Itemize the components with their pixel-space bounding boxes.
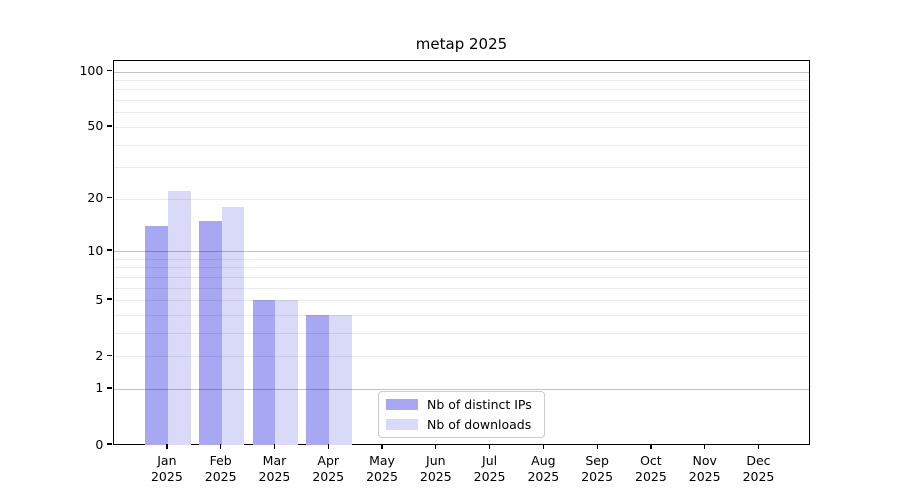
x-tick-oct — [650, 444, 652, 449]
chart-title: metap 2025 — [415, 35, 508, 53]
x-tick-feb — [220, 444, 222, 449]
bar-nb-of-downloads-apr — [329, 314, 353, 445]
x-tick-label-apr: Apr 2025 — [312, 453, 345, 484]
y-tick-label-5: 5 — [95, 291, 104, 307]
bar-nb-of-distinct-ips-feb — [198, 220, 222, 445]
y-tick-label-2: 2 — [95, 347, 104, 363]
y-tick-label-20: 20 — [87, 190, 104, 206]
y-tick-100 — [107, 70, 113, 72]
plot-area — [113, 60, 810, 445]
x-tick-jan — [166, 444, 168, 449]
y-tick-label-1: 1 — [95, 380, 104, 396]
y-tick-label-0: 0 — [95, 436, 104, 452]
y-tick-20 — [107, 197, 113, 199]
legend: Nb of distinct IPs Nb of downloads — [378, 391, 545, 438]
x-tick-label-dec: Dec 2025 — [742, 453, 775, 484]
minor-gridline-40 — [114, 144, 809, 146]
x-tick-sep — [596, 444, 598, 449]
y-tick-1 — [107, 387, 113, 389]
x-tick-label-may: May 2025 — [366, 453, 398, 484]
major-gridline-1 — [114, 388, 809, 390]
y-tick-0 — [107, 443, 113, 445]
legend-item-downloads: Nb of downloads — [386, 417, 536, 432]
minor-gridline-8 — [114, 267, 809, 269]
legend-swatch-downloads — [386, 419, 418, 430]
grid-layer — [114, 61, 809, 444]
bar-nb-of-downloads-feb — [221, 206, 245, 445]
x-tick-label-nov: Nov 2025 — [688, 453, 721, 484]
major-gridline-100 — [114, 71, 809, 73]
x-tick-mar — [273, 444, 276, 449]
legend-label-downloads: Nb of downloads — [427, 417, 532, 432]
legend-item-distinct-ips: Nb of distinct IPs — [386, 397, 536, 412]
y-tick-2 — [107, 354, 113, 356]
x-tick-label-sep: Sep 2025 — [581, 453, 614, 484]
minor-gridline-50 — [114, 126, 809, 128]
y-tick-50 — [107, 125, 113, 127]
x-tick-jun — [435, 444, 437, 449]
y-tick-10 — [107, 249, 113, 251]
x-tick-label-mar: Mar 2025 — [258, 453, 291, 484]
x-tick-label-oct: Oct 2025 — [635, 453, 667, 484]
x-tick-label-feb: Feb 2025 — [204, 453, 237, 484]
minor-gridline-90 — [114, 80, 809, 82]
bars-layer — [114, 61, 809, 445]
x-tick-label-jun: Jun 2025 — [419, 453, 452, 484]
legend-swatch-distinct-ips — [386, 399, 418, 410]
minor-gridline-5 — [114, 300, 809, 302]
minor-gridline-2 — [114, 356, 809, 358]
bar-nb-of-downloads-jan — [167, 191, 191, 445]
x-tick-nov — [704, 444, 706, 449]
x-tick-aug — [542, 444, 545, 449]
minor-gridline-3 — [114, 332, 809, 334]
x-tick-jul — [488, 444, 491, 449]
minor-gridline-4 — [114, 314, 809, 316]
x-tick-label-aug: Aug 2025 — [527, 453, 560, 484]
bar-nb-of-distinct-ips-mar — [252, 300, 276, 445]
bar-nb-of-downloads-mar — [275, 300, 299, 445]
bar-nb-of-distinct-ips-apr — [306, 314, 330, 445]
y-tick-label-50: 50 — [87, 118, 104, 134]
x-tick-apr — [327, 444, 329, 449]
x-tick-dec — [757, 444, 760, 449]
legend-label-distinct-ips: Nb of distinct IPs — [427, 397, 532, 412]
y-tick-5 — [107, 298, 113, 300]
y-tick-label-100: 100 — [79, 63, 104, 79]
minor-gridline-9 — [114, 258, 809, 260]
major-gridline-10 — [114, 251, 809, 252]
y-tick-label-10: 10 — [87, 242, 104, 258]
minor-gridline-7 — [114, 276, 809, 278]
minor-gridline-30 — [114, 167, 809, 169]
x-tick-label-jan: Jan 2025 — [150, 453, 183, 484]
minor-gridline-80 — [114, 89, 809, 91]
x-tick-label-jul: Jul 2025 — [473, 453, 506, 484]
minor-gridline-20 — [114, 198, 809, 200]
minor-gridline-6 — [114, 287, 809, 289]
minor-gridline-70 — [114, 100, 809, 102]
x-tick-may — [381, 444, 383, 449]
bar-nb-of-distinct-ips-jan — [145, 225, 168, 445]
minor-gridline-60 — [114, 112, 809, 114]
